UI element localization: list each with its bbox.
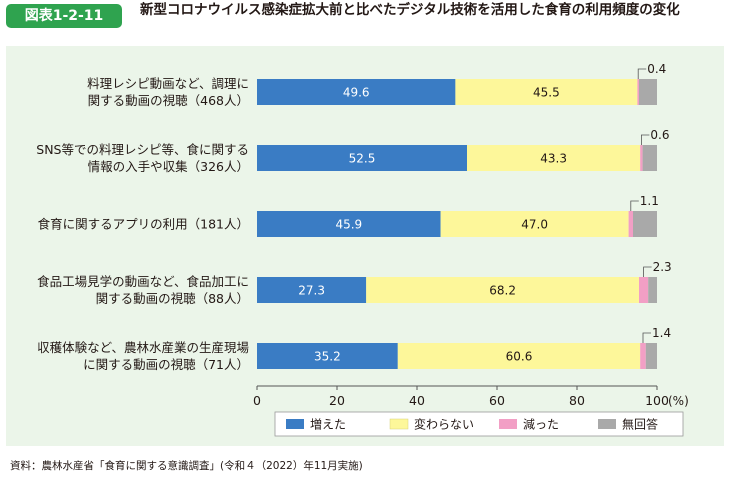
x-axis-unit: (%)	[668, 394, 689, 408]
bar-segment	[257, 343, 398, 369]
data-label: 68.2	[489, 284, 516, 298]
x-tick-label: 20	[329, 393, 345, 408]
x-tick-label: 100	[645, 393, 669, 408]
chart-panel: 料理レシピ動画など、調理に 関する動画の視聴（468人） 49.6 45.5 0.4 SN…	[6, 46, 724, 446]
data-label: 0.4	[647, 62, 666, 76]
data-label: 0.6	[650, 128, 669, 142]
bar-segment	[648, 277, 657, 303]
bar-segment	[642, 145, 657, 171]
legend-label: 変わらない	[414, 417, 474, 432]
legend-label: 増えた	[310, 418, 346, 432]
bar-segment	[633, 211, 657, 237]
legend-swatch	[286, 419, 304, 429]
x-tick-label: 0	[253, 393, 261, 408]
bar-segment	[397, 343, 641, 369]
legend-swatch	[598, 419, 616, 429]
x-tick-label: 60	[489, 393, 505, 408]
x-tick-label: 40	[409, 393, 425, 408]
category-label: 食品工場見学の動画など、食品加工に	[37, 274, 249, 289]
data-label: 47.0	[521, 218, 548, 232]
legend-label: 減った	[523, 417, 559, 432]
legend-label: 無回答	[622, 417, 658, 432]
data-label: 35.2	[314, 350, 341, 364]
bar-segment	[628, 211, 633, 237]
category-label: に関する動画の視聴（71人）	[83, 357, 249, 372]
data-label: 27.3	[298, 284, 325, 298]
category-label: 収穫体験など、農林水産業の生産現場	[37, 340, 249, 355]
data-label: 1.4	[652, 326, 671, 340]
header: 図表1-2-11 新型コロナウイルス感染症拡大前と比べたデジタル技術を活用した食…	[0, 0, 730, 44]
category-label: 関する動画の視聴（468人）	[88, 93, 249, 108]
bar-segment	[645, 343, 657, 369]
bar-segment	[467, 145, 641, 171]
bar-segment	[637, 79, 639, 105]
figure-number-badge: 図表1-2-11	[6, 4, 122, 28]
bar-segment	[257, 211, 441, 237]
data-label: 60.6	[506, 350, 533, 364]
bar-segment	[455, 79, 638, 105]
data-label: 2.3	[653, 260, 672, 274]
category-label: 食育に関するアプリの利用（181人）	[38, 217, 249, 232]
chart-title: 新型コロナウイルス感染症拡大前と比べたデジタル技術を活用した食育の利用頻度の変化	[140, 2, 680, 18]
bar-segment	[640, 145, 643, 171]
data-label: 45.5	[533, 86, 560, 100]
callout-line	[643, 266, 652, 277]
category-label: SNS等での料理レシピ等、食に関する	[36, 142, 249, 157]
callout-line	[642, 332, 651, 343]
bar-segment	[257, 145, 467, 171]
data-label: 52.5	[349, 152, 376, 166]
callout-line	[630, 200, 639, 211]
callout-line	[641, 134, 650, 145]
bar-segment	[640, 343, 646, 369]
callout-line	[637, 68, 647, 79]
bar-segment	[257, 277, 367, 303]
source-note: 資料：農林水産省「食育に関する意識調査」(令和４（2022）年11月実施)	[10, 460, 363, 472]
legend-swatch	[499, 419, 517, 429]
category-label: 料理レシピ動画など、調理に	[87, 76, 249, 91]
data-label: 45.9	[335, 218, 362, 232]
bar-segment	[639, 277, 649, 303]
data-label: 1.1	[640, 194, 659, 208]
category-label: 関する動画の視聴（88人）	[96, 291, 249, 306]
bar-segment	[366, 277, 639, 303]
bar-segment	[257, 79, 456, 105]
data-label: 43.3	[540, 152, 567, 166]
x-tick-label: 80	[569, 393, 585, 408]
category-label: 情報の入手や収集（326人）	[88, 159, 249, 174]
bar-segment	[440, 211, 629, 237]
legend-swatch	[389, 418, 409, 430]
data-label: 49.6	[343, 86, 370, 100]
bar-segment	[639, 79, 657, 105]
